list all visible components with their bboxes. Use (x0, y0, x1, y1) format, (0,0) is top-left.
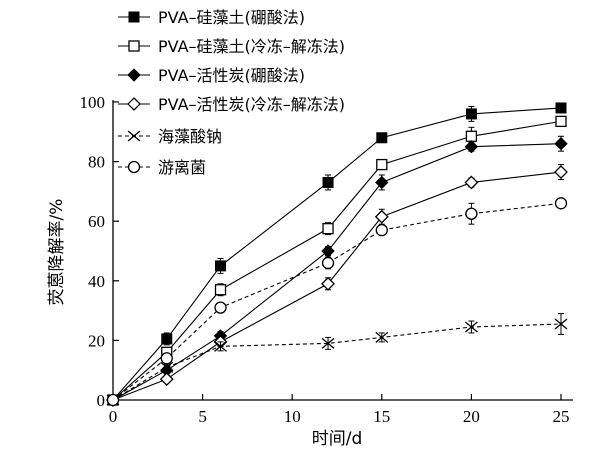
data-point (554, 137, 568, 151)
legend-label: PVA–活性炭(硼酸法) (158, 66, 305, 85)
legend-label: PVA–硅藻土(硼酸法) (158, 8, 305, 27)
y-tick-label: 20 (88, 331, 105, 350)
series-1 (107, 102, 567, 406)
data-point (322, 222, 334, 235)
data-point (127, 160, 141, 174)
data-point (464, 175, 479, 190)
legend-label: 海藻酸钠 (158, 127, 222, 146)
x-tick-label: 5 (198, 407, 207, 426)
data-point (128, 11, 140, 23)
data-point (128, 40, 140, 52)
data-point-stroke (554, 318, 568, 330)
data-point (465, 108, 477, 120)
x-tick-label: 0 (109, 407, 118, 426)
data-point (374, 209, 389, 224)
legend-item: PVA–活性炭(冷冻–解冻法) (118, 95, 345, 114)
series-layer (106, 102, 568, 407)
data-point (321, 337, 335, 349)
data-point-stroke (375, 331, 389, 343)
legend-item: 游离菌 (118, 158, 206, 177)
data-point-stroke (321, 337, 335, 349)
data-point (106, 393, 120, 407)
series-line (112, 171, 562, 401)
data-point (375, 175, 389, 190)
legend-label: 游离菌 (158, 158, 206, 177)
legend-label: PVA–硅藻土(冷冻–解冻法) (158, 37, 345, 56)
data-point (214, 340, 227, 352)
y-tick-label: 0 (97, 391, 106, 410)
data-point (214, 284, 227, 296)
data-point (321, 244, 335, 258)
x-tick-label: 10 (284, 407, 301, 426)
data-point (321, 276, 335, 291)
data-point (215, 260, 227, 272)
y-tick-label: 80 (88, 153, 105, 172)
data-point (464, 321, 478, 333)
axes: 0 5 10 15 20 25 0 20 40 60 80 100 (80, 93, 573, 426)
data-point (554, 197, 568, 210)
data-point (554, 318, 568, 330)
series-line (112, 107, 562, 401)
data-point (555, 115, 567, 128)
legend: PVA–硅藻土(硼酸法) PVA–硅藻土(冷冻–解冻法) PVA–活性炭(硼酸法) P… (118, 8, 345, 177)
data-point (555, 102, 567, 114)
data-point (464, 139, 479, 154)
data-point (127, 68, 141, 82)
data-point (161, 333, 173, 345)
data-point (214, 301, 227, 314)
y-tick-label: 60 (88, 212, 105, 231)
y-tick-label: 40 (88, 272, 105, 291)
legend-item: PVA–活性炭(硼酸法) (118, 66, 305, 85)
legend-label: PVA–活性炭(冷冻–解冻法) (158, 95, 345, 114)
data-point (160, 361, 174, 373)
data-point (554, 165, 568, 179)
data-point (376, 132, 388, 144)
series-4 (106, 164, 568, 407)
data-point (321, 256, 335, 270)
data-point (127, 130, 141, 142)
data-point (376, 158, 388, 171)
series-6 (106, 197, 568, 407)
series-line (112, 323, 562, 401)
series-line (112, 202, 562, 401)
x-tick-label: 15 (373, 407, 390, 426)
series-5 (106, 313, 568, 406)
data-point (465, 130, 478, 142)
legend-item: PVA–硅藻土(硼酸法) (118, 8, 305, 27)
data-point-stroke (160, 361, 174, 373)
y-axis-label: 荧蒽降解率/% (47, 199, 67, 306)
legend-item: 海藻酸钠 (118, 127, 222, 146)
data-point (159, 372, 174, 387)
data-point-stroke (127, 130, 141, 142)
data-point (465, 207, 478, 220)
x-tick-label: 25 (553, 407, 570, 426)
data-point (160, 352, 173, 365)
data-point (375, 223, 388, 237)
data-point (375, 331, 389, 343)
y-tick-label: 100 (80, 93, 106, 112)
x-tick-label: 20 (463, 407, 480, 426)
data-point (127, 97, 141, 111)
legend-item: PVA–硅藻土(冷冻–解冻法) (118, 37, 345, 56)
data-point (322, 176, 334, 188)
x-axis-label: 时间/d (312, 429, 363, 449)
data-point-stroke (464, 321, 478, 333)
data-point-stroke (214, 340, 227, 352)
